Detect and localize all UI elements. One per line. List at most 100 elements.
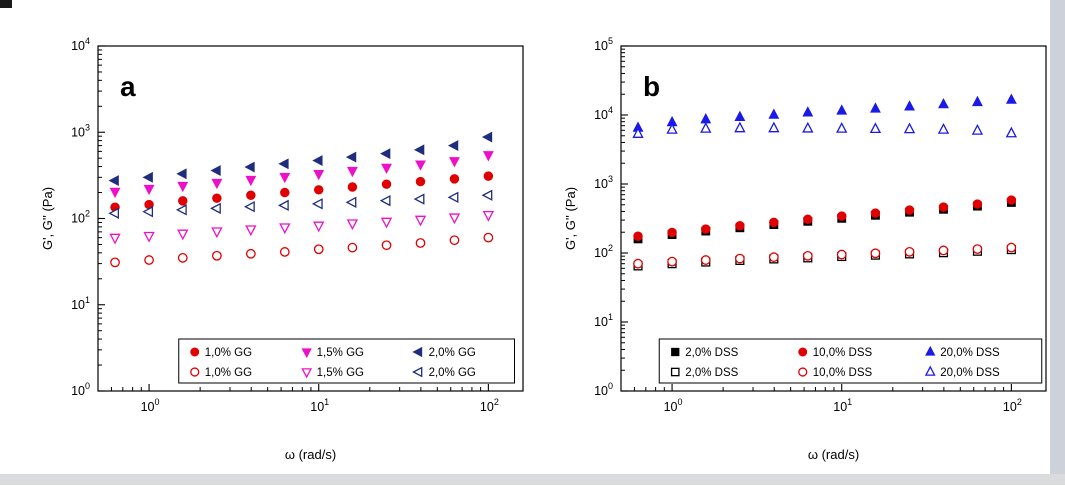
data-point-marker (482, 151, 494, 162)
y-tick-label: 103 (594, 174, 613, 191)
data-point-marker (311, 198, 323, 210)
data-point-marker (345, 196, 357, 209)
data-point-marker (483, 232, 494, 243)
legend-marker (670, 367, 680, 377)
data-point-marker (144, 255, 154, 265)
data-point-marker (836, 211, 847, 221)
data-point-marker (768, 252, 779, 263)
data-point-marker (143, 184, 155, 196)
x-tick-label: 102 (1003, 397, 1022, 414)
y-tick-label: 105 (594, 36, 613, 53)
data-point-marker (734, 121, 746, 133)
data-point-marker (700, 255, 711, 265)
data-point-marker (633, 231, 643, 241)
data-point-marker (142, 171, 153, 183)
data-point-marker (278, 158, 289, 170)
data-point-marker (177, 229, 189, 241)
legend-marker (190, 367, 200, 377)
x-tick-label: 101 (310, 397, 329, 414)
data-point-marker (734, 253, 745, 264)
y-axis-label: G', G'' (Pa) (563, 187, 578, 250)
x-tick-label: 102 (480, 397, 499, 414)
legend-marker (925, 345, 936, 356)
data-point-marker (312, 155, 323, 166)
data-point-marker (177, 181, 189, 193)
legend-marker (412, 366, 423, 378)
legend-label: 20,0% DSS (940, 367, 1000, 379)
data-point-marker (413, 193, 425, 205)
data-point-marker (211, 227, 223, 239)
data-point-marker (803, 214, 813, 225)
data-point-marker (381, 179, 392, 189)
legend-box (178, 338, 515, 384)
data-point-marker (633, 258, 643, 269)
data-point-marker (211, 250, 222, 261)
legend-label: 2,0% GG (429, 347, 476, 359)
data-point-marker (244, 161, 255, 173)
data-point-marker (345, 151, 357, 163)
legend-marker (924, 365, 936, 376)
data-point-marker (449, 235, 460, 246)
data-point-marker (347, 242, 358, 253)
data-point-marker (109, 187, 121, 199)
y-tick-label: 102 (71, 209, 90, 226)
y-tick-label: 103 (71, 122, 90, 139)
data-point-marker (142, 205, 154, 218)
x-tick-label: 100 (664, 397, 683, 414)
data-point-marker (972, 244, 983, 254)
data-point-marker (279, 172, 291, 184)
data-point-marker (143, 231, 155, 243)
legend-box (658, 338, 1043, 384)
data-point-marker (415, 238, 426, 248)
data-point-marker (280, 187, 290, 198)
legend-label: 1,5% GG (317, 367, 364, 379)
data-point-marker (870, 248, 881, 259)
legend-marker (301, 348, 312, 359)
corner-mark (0, 0, 12, 8)
data-point-marker (415, 176, 426, 187)
data-point-marker (768, 121, 780, 133)
data-point-marker (447, 140, 459, 152)
legend-marker (798, 367, 808, 377)
legend-marker (671, 347, 680, 357)
data-point-marker (938, 202, 949, 212)
legend-label: 10,0% DSS (813, 367, 873, 379)
data-point-marker (1005, 126, 1018, 138)
data-point-marker (211, 178, 223, 190)
data-point-marker (802, 250, 813, 261)
legend-label: 1,0% GG (205, 347, 252, 359)
data-point-marker (245, 248, 256, 259)
data-point-marker (380, 148, 391, 160)
data-point-marker (666, 123, 678, 134)
data-point-marker (347, 182, 358, 192)
data-point-marker (938, 98, 949, 109)
data-point-marker (972, 95, 983, 107)
y-tick-label: 101 (71, 295, 90, 312)
data-point-marker (971, 124, 984, 135)
panel-a: 100 101 102 100 101 102 103 104 ω (rad/s) G', G''… (34, 16, 539, 486)
data-point-marker (768, 108, 780, 119)
data-point-marker (938, 245, 949, 256)
page-edge-bottom (0, 474, 1065, 485)
y-tick-label: 102 (594, 243, 613, 260)
legend-label: 2,0% GG (429, 367, 476, 379)
data-point-marker (210, 202, 221, 215)
y-tick-label: 100 (594, 381, 613, 398)
data-point-marker (734, 110, 746, 121)
data-point-marker (667, 227, 677, 238)
data-point-marker (176, 168, 187, 180)
data-point-marker (481, 189, 493, 201)
data-point-marker (108, 175, 119, 187)
data-point-marker (903, 122, 916, 134)
data-point-marker (904, 246, 915, 257)
data-point-marker (313, 221, 325, 233)
data-point-marker (904, 205, 915, 215)
y-tick-label: 104 (71, 36, 90, 53)
data-point-marker (380, 217, 393, 229)
data-point-marker (448, 213, 461, 225)
data-point-marker (447, 191, 459, 204)
data-point-marker (802, 121, 814, 133)
x-axis-label: ω (rad/s) (285, 447, 336, 462)
data-point-marker (836, 122, 848, 133)
data-point-marker (313, 185, 324, 195)
